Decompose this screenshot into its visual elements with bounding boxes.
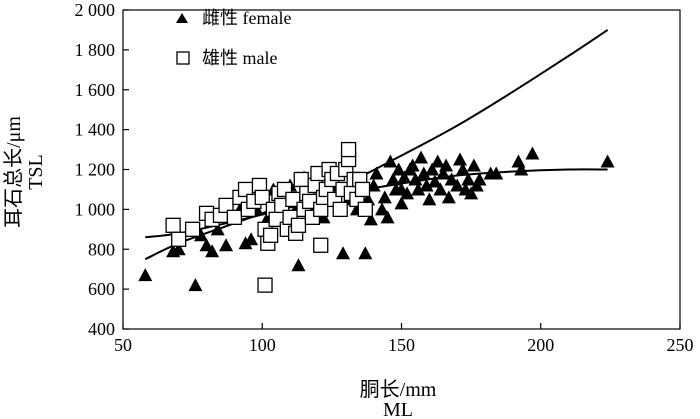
- male-data-point: [313, 237, 329, 253]
- female-data-point: [199, 238, 214, 252]
- x-tick-label: 100: [249, 335, 276, 355]
- female-data-point: [430, 154, 445, 168]
- y-tick-label: 2 000: [75, 0, 116, 20]
- female-data-point: [138, 268, 153, 282]
- male-data-point: [226, 209, 243, 226]
- female-data-point: [369, 166, 384, 180]
- female-data-point: [444, 172, 459, 186]
- x-tick-label: 150: [388, 335, 415, 355]
- female-data-point: [425, 162, 440, 176]
- y-tick-label: 800: [88, 239, 115, 259]
- x-tick-label: 250: [667, 335, 694, 355]
- female-data-point: [411, 182, 426, 196]
- x-axis-title-cn: 胴长/mm: [360, 378, 437, 401]
- female-data-point: [405, 158, 420, 172]
- y-tick-label: 1 400: [75, 120, 116, 140]
- female-data-point: [452, 152, 467, 166]
- female-data-point: [336, 246, 351, 260]
- female-data-point: [525, 146, 540, 160]
- female-data-point: [397, 170, 412, 184]
- female-data-point: [472, 172, 487, 186]
- female-data-point: [439, 158, 454, 172]
- male-data-point: [262, 227, 279, 243]
- female-data-point: [193, 228, 208, 242]
- x-tick-label: 50: [114, 335, 132, 355]
- female-data-point: [422, 192, 437, 206]
- y-tick-label: 400: [88, 319, 115, 339]
- legend-female-marker: [176, 13, 188, 23]
- legend-female-label: 雌性 female: [202, 8, 291, 28]
- male-data-point: [165, 217, 181, 233]
- female-data-point: [450, 178, 465, 192]
- male-data-point: [354, 181, 371, 198]
- female-data-point: [461, 172, 476, 186]
- legend: 雌性 female 雄性 male: [176, 8, 291, 68]
- female-data-point: [600, 154, 615, 168]
- female-data-point: [244, 232, 259, 246]
- male-data-point: [218, 197, 234, 214]
- female-data-point: [394, 196, 409, 210]
- y-tick-label: 1 600: [75, 80, 116, 100]
- female-data-point: [489, 166, 504, 180]
- female-data-point: [383, 154, 398, 168]
- female-data-point: [416, 166, 431, 180]
- male-data-point: [171, 231, 187, 247]
- female-data-point: [363, 212, 378, 226]
- legend-male-marker: [176, 51, 190, 65]
- female-fitted-curve: [145, 168, 608, 239]
- female-data-point: [511, 154, 526, 168]
- female-data-point: [358, 246, 373, 260]
- male-data-point: [340, 141, 357, 158]
- female-data-point: [413, 150, 428, 164]
- female-data-point: [408, 172, 423, 186]
- male-data-point: [257, 277, 273, 293]
- female-data-point: [433, 182, 448, 196]
- female-data-point: [455, 162, 470, 176]
- female-data-point: [466, 158, 481, 172]
- y-tick-label: 600: [88, 279, 115, 299]
- female-data-point: [427, 174, 442, 188]
- female-data-point: [391, 162, 406, 176]
- x-axis-title-en: ML: [383, 399, 413, 419]
- male-data-point: [254, 189, 270, 206]
- y-tick-label: 1 200: [75, 160, 116, 180]
- male-data-point: [332, 201, 348, 218]
- female-data-point: [205, 244, 220, 258]
- y-axis-title-en: TSL: [25, 154, 47, 190]
- female-data-point: [400, 186, 415, 200]
- female-data-point: [419, 178, 434, 192]
- male-data-point: [357, 201, 373, 218]
- female-data-point: [377, 190, 392, 204]
- female-data-point: [375, 202, 390, 216]
- female-data-point: [441, 190, 456, 204]
- x-tick-label: 200: [527, 335, 554, 355]
- female-data-point: [464, 186, 479, 200]
- female-data-point: [171, 242, 186, 256]
- female-data-point: [210, 222, 225, 236]
- male-data-point: [290, 217, 307, 233]
- y-tick-label: 1 000: [75, 199, 116, 219]
- female-data-point: [188, 278, 203, 292]
- female-data-point: [436, 166, 451, 180]
- legend-male-label: 雄性 male: [202, 48, 277, 68]
- y-axis-title-cn: 耳石总长/μm: [2, 116, 25, 228]
- female-data-point: [219, 238, 234, 252]
- female-data-point: [380, 210, 395, 224]
- female-data-point: [291, 258, 306, 272]
- male-fitted-curve: [144, 29, 609, 261]
- y-tick-label: 1 800: [75, 40, 116, 60]
- female-data-point: [386, 172, 401, 186]
- male-data-point: [184, 221, 201, 237]
- female-data-point: [514, 162, 529, 176]
- male-data-point: [293, 171, 309, 188]
